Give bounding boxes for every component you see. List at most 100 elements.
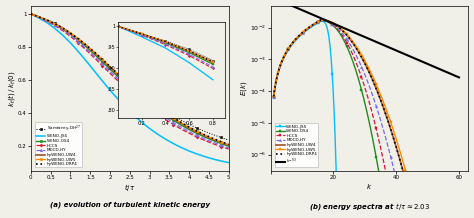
WENO-OS4 [171, 119, 176, 122]
hyWENO-UW5 [28, 12, 34, 15]
X-axis label: $k$: $k$ [366, 182, 373, 191]
hyWENO-UW5 [60, 27, 65, 29]
hyWENO-UW5 [44, 19, 50, 21]
Samtaney-DH$^{27}$ [44, 18, 50, 21]
HCCS [139, 101, 145, 103]
WENO-OS4 [107, 68, 113, 70]
hyWENO-UW5 [163, 111, 168, 114]
WENO-OS4 [318, 19, 324, 22]
MDCD-HY [91, 55, 97, 57]
WENO-JS5 [115, 98, 121, 100]
hyWENO-DRP4 [395, 152, 401, 155]
hyWENO-DRP4 [123, 80, 128, 82]
WENO-JS5 [139, 121, 145, 124]
HCCS [115, 80, 121, 82]
hyWENO-UW5 [210, 138, 216, 140]
WENO-JS5 [155, 133, 160, 135]
HCCS [83, 49, 89, 51]
WENO-OS4 [83, 46, 89, 48]
hyWENO-UW4 [115, 73, 121, 76]
WENO-JS5 [178, 146, 184, 149]
Samtaney-DH$^{27}$ [186, 123, 192, 126]
hyWENO-UW5 [36, 15, 42, 18]
Line: hyWENO-UW4: hyWENO-UW4 [31, 14, 229, 145]
WENO-OS4 [210, 139, 216, 142]
WENO-JS5 [218, 160, 224, 162]
HCCS [271, 95, 276, 98]
Line: Samtaney-DH$^{27}$: Samtaney-DH$^{27}$ [30, 13, 230, 141]
hyWENO-DRP4 [210, 137, 216, 140]
HCCS [163, 118, 168, 121]
HCCS [226, 148, 232, 150]
Line: WENO-OS4: WENO-OS4 [29, 13, 230, 147]
MDCD-HY [194, 134, 200, 137]
MDCD-HY [271, 95, 276, 98]
hyWENO-UW5 [155, 106, 160, 109]
hyWENO-UW5 [91, 51, 97, 53]
Samtaney-DH$^{27}$ [115, 73, 121, 76]
HCCS [52, 24, 57, 27]
WENO-OS4 [44, 19, 50, 22]
hyWENO-UW4 [271, 95, 276, 98]
hyWENO-DRP4 [60, 27, 65, 29]
WENO-JS5 [123, 106, 128, 109]
WENO-JS5 [283, 53, 289, 56]
hyWENO-DRP4 [186, 126, 192, 128]
HCCS [283, 52, 289, 55]
hyWENO-DRP4 [131, 87, 137, 89]
hyWENO-DRP4 [218, 140, 224, 143]
hyWENO-UW4 [283, 52, 289, 54]
WENO-JS5 [99, 79, 105, 82]
Line: WENO-JS5: WENO-JS5 [31, 14, 229, 163]
WENO-JS5 [28, 12, 34, 15]
hyWENO-DRP4 [68, 32, 73, 34]
hyWENO-UW5 [389, 125, 395, 128]
Line: hyWENO-DRP4: hyWENO-DRP4 [31, 14, 229, 145]
WENO-JS5 [271, 96, 276, 99]
WENO-JS5 [210, 158, 216, 160]
hyWENO-UW5 [83, 44, 89, 46]
MDCD-HY [147, 105, 153, 107]
Samtaney-DH$^{27}$ [194, 127, 200, 129]
HCCS [75, 42, 81, 44]
hyWENO-UW4 [384, 117, 390, 119]
MDCD-HY [60, 29, 65, 31]
MDCD-HY [163, 116, 168, 119]
hyWENO-DRP4 [389, 133, 395, 135]
HCCS [44, 20, 50, 22]
MDCD-HY [139, 99, 145, 101]
HCCS [202, 139, 208, 142]
hyWENO-DRP4 [147, 100, 153, 102]
Samtaney-DH$^{27}$ [147, 99, 153, 101]
hyWENO-DRP4 [283, 52, 289, 54]
WENO-JS5 [147, 127, 153, 130]
Samtaney-DH$^{27}$ [99, 59, 105, 61]
Line: hyWENO-UW4: hyWENO-UW4 [273, 20, 468, 218]
hyWENO-UW4 [171, 118, 176, 120]
HCCS [155, 113, 160, 115]
WENO-JS5 [52, 27, 57, 30]
hyWENO-DRP4 [28, 12, 34, 15]
HCCS [210, 142, 216, 145]
MDCD-HY [131, 92, 137, 95]
HCCS [389, 204, 395, 206]
WENO-OS4 [226, 145, 232, 148]
HCCS [99, 64, 105, 67]
Samtaney-DH$^{27}$ [91, 51, 97, 54]
hyWENO-UW5 [123, 80, 128, 83]
hyWENO-DRP4 [91, 51, 97, 53]
Legend: Samtaney-DH$^{27}$, WENO-JS5, WENO-OS4, HCCS, MDCD-HY, hyWENO-UW4, hyWENO-UW5, h: Samtaney-DH$^{27}$, WENO-JS5, WENO-OS4, … [35, 122, 82, 167]
HCCS [123, 87, 128, 90]
hyWENO-UW4 [318, 19, 324, 21]
WENO-OS4 [99, 60, 105, 63]
WENO-JS5 [202, 155, 208, 158]
hyWENO-UW5 [171, 117, 176, 119]
WENO-OS4 [75, 39, 81, 42]
WENO-JS5 [186, 150, 192, 152]
Line: hyWENO-DRP4: hyWENO-DRP4 [273, 20, 468, 218]
WENO-OS4 [115, 75, 121, 78]
MDCD-HY [318, 19, 324, 22]
HCCS [107, 72, 113, 75]
hyWENO-UW4 [83, 44, 89, 47]
hyWENO-UW4 [68, 32, 73, 35]
